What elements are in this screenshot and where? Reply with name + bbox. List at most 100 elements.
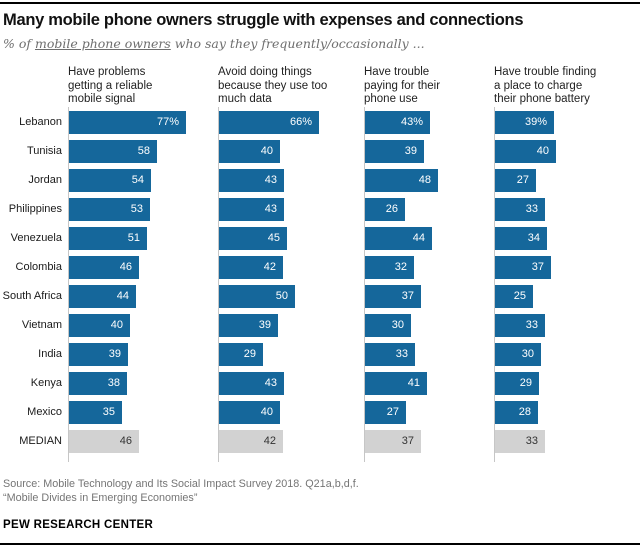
bar-value-label: 41 — [407, 377, 420, 389]
bar-value-label: 40 — [536, 145, 549, 157]
bar-south-africa-col1: 44 — [69, 285, 136, 308]
subtitle-underlined-term: mobile phone owners — [34, 36, 171, 51]
bar-mexico-col4: 28 — [495, 401, 538, 424]
bar-vietnam-col1: 40 — [69, 314, 130, 337]
bar-value-label: 40 — [110, 319, 123, 331]
chart-title: Many mobile phone owners struggle with e… — [3, 11, 524, 29]
row-label-mexico: Mexico — [27, 406, 62, 418]
column-header-2: Avoid doing things because they use too … — [218, 66, 328, 105]
row-label-philippines: Philippines — [8, 203, 62, 215]
row-label-lebanon: Lebanon — [19, 116, 62, 128]
bar-colombia-col3: 32 — [365, 256, 414, 279]
median-value-label: 42 — [263, 435, 276, 447]
bar-venezuela-col1: 51 — [69, 227, 147, 250]
bar-median-col1: 46 — [69, 430, 139, 453]
row-label-jordan: Jordan — [28, 174, 62, 186]
bar-vietnam-col2: 39 — [219, 314, 278, 337]
bar-jordan-col3: 48 — [365, 169, 438, 192]
bar-colombia-col2: 42 — [219, 256, 283, 279]
bar-tunisia-col3: 39 — [365, 140, 424, 163]
bar-kenya-col2: 43 — [219, 372, 284, 395]
bar-mexico-col3: 27 — [365, 401, 406, 424]
bar-lebanon-col3: 43% — [365, 111, 430, 134]
bar-value-label: 27 — [386, 406, 399, 418]
row-label-vietnam: Vietnam — [21, 319, 62, 331]
bar-value-label: 33 — [525, 203, 538, 215]
bar-value-label: 37 — [531, 261, 544, 273]
bar-value-label: 37 — [401, 290, 414, 302]
bar-median-col2: 42 — [219, 430, 283, 453]
bar-tunisia-col1: 58 — [69, 140, 157, 163]
bar-jordan-col1: 54 — [69, 169, 151, 192]
bar-colombia-col4: 37 — [495, 256, 551, 279]
bar-tunisia-col2: 40 — [219, 140, 280, 163]
bar-value-label: 77% — [156, 116, 179, 128]
bar-south-africa-col4: 25 — [495, 285, 533, 308]
bar-philippines-col2: 43 — [219, 198, 284, 221]
column-header-1: Have problems getting a reliable mobile … — [68, 66, 153, 105]
pew-research-center-label: PEW RESEARCH CENTER — [3, 519, 154, 531]
bar-venezuela-col3: 44 — [365, 227, 432, 250]
axis-line-1 — [68, 107, 69, 462]
bar-kenya-col4: 29 — [495, 372, 539, 395]
bar-value-label: 29 — [519, 377, 532, 389]
bar-value-label: 39 — [404, 145, 417, 157]
bar-lebanon-col1: 77% — [69, 111, 186, 134]
median-value-label: 37 — [401, 435, 414, 447]
row-label-tunisia: Tunisia — [26, 145, 62, 157]
row-label-median: MEDIAN — [19, 435, 62, 447]
bar-value-label: 43% — [400, 116, 423, 128]
source-line-1: Source: Mobile Technology and Its Social… — [3, 478, 359, 490]
bar-median-col4: 33 — [495, 430, 545, 453]
bar-value-label: 43 — [264, 174, 277, 186]
top-rule — [0, 2, 640, 4]
bar-value-label: 43 — [264, 203, 277, 215]
median-value-label: 33 — [525, 435, 538, 447]
bar-value-label: 48 — [418, 174, 431, 186]
bar-value-label: 30 — [391, 319, 404, 331]
bar-vietnam-col4: 33 — [495, 314, 545, 337]
bar-value-label: 66% — [289, 116, 312, 128]
bar-mexico-col2: 40 — [219, 401, 280, 424]
row-label-colombia: Colombia — [15, 261, 62, 273]
bar-mexico-col1: 35 — [69, 401, 122, 424]
bar-venezuela-col2: 45 — [219, 227, 287, 250]
bar-value-label: 39 — [258, 319, 271, 331]
bar-value-label: 44 — [412, 232, 425, 244]
bar-value-label: 27 — [516, 174, 529, 186]
bar-lebanon-col4: 39% — [495, 111, 554, 134]
column-header-4: Have trouble finding a place to charge t… — [494, 66, 597, 105]
row-label-kenya: Kenya — [30, 377, 62, 389]
bar-value-label: 42 — [263, 261, 276, 273]
bar-lebanon-col2: 66% — [219, 111, 319, 134]
bar-tunisia-col4: 40 — [495, 140, 556, 163]
bar-value-label: 33 — [525, 319, 538, 331]
column-header-3: Have trouble paying for their phone use — [364, 66, 441, 105]
bar-value-label: 40 — [260, 406, 273, 418]
bar-value-label: 44 — [116, 290, 129, 302]
bar-jordan-col4: 27 — [495, 169, 536, 192]
row-label-south-africa: South Africa — [2, 290, 62, 302]
bar-value-label: 39 — [108, 348, 121, 360]
bar-india-col2: 29 — [219, 343, 263, 366]
axis-line-4 — [494, 107, 495, 462]
bar-value-label: 46 — [119, 261, 132, 273]
bar-value-label: 25 — [513, 290, 526, 302]
median-value-label: 46 — [119, 435, 132, 447]
bar-south-africa-col3: 37 — [365, 285, 421, 308]
bar-colombia-col1: 46 — [69, 256, 139, 279]
bar-value-label: 30 — [521, 348, 534, 360]
bar-value-label: 40 — [260, 145, 273, 157]
bar-india-col1: 39 — [69, 343, 128, 366]
bar-kenya-col1: 38 — [69, 372, 127, 395]
bar-value-label: 58 — [137, 145, 150, 157]
bar-value-label: 29 — [243, 348, 256, 360]
axis-line-3 — [364, 107, 365, 462]
row-label-india: India — [38, 348, 62, 360]
bar-value-label: 51 — [127, 232, 140, 244]
bar-value-label: 32 — [394, 261, 407, 273]
bar-value-label: 38 — [107, 377, 120, 389]
bar-value-label: 33 — [395, 348, 408, 360]
source-line-2: “Mobile Divides in Emerging Economies” — [3, 492, 198, 504]
bar-value-label: 45 — [267, 232, 280, 244]
